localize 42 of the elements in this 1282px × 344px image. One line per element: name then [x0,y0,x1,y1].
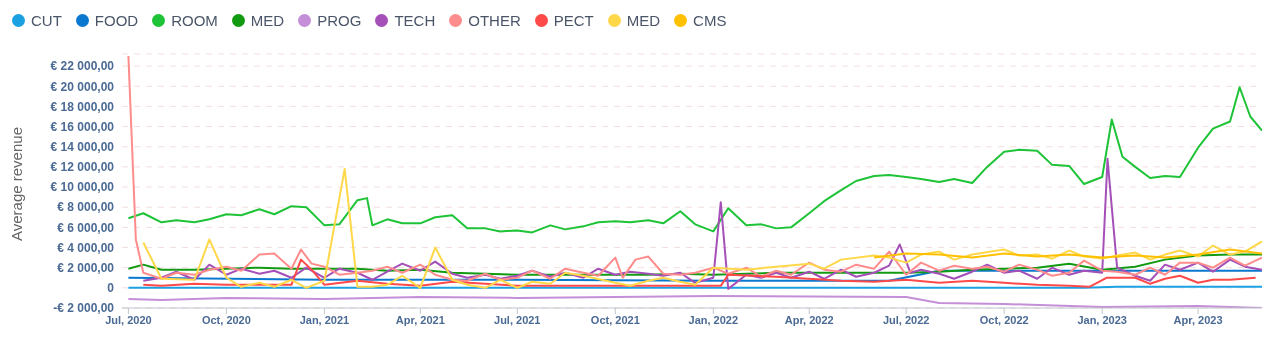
y-tick-label: € 18 000,00 [50,99,115,114]
x-tick-label: Jan, 2021 [299,313,350,326]
y-tick-label: € 10 000,00 [50,180,115,195]
legend-label: MED [626,12,661,29]
line-series [873,248,1262,259]
line-series [127,55,1262,282]
legend-label: FOOD [94,12,139,29]
line-series [127,269,1262,282]
y-tick-label: 0 [107,281,115,296]
y-tick-label: € 16 000,00 [50,119,115,134]
x-tick-label: Jul, 2021 [494,313,541,326]
legend-label: TECH [394,12,436,29]
legend-label: MED [250,12,285,29]
y-tick-label: € 6 000,00 [57,220,115,235]
x-tick-label: Jan, 2023 [1077,313,1127,326]
legend-label: ROOM [171,12,218,29]
x-tick-label: Oct, 2021 [590,313,640,326]
y-tick-label: € 22 000,00 [50,59,115,74]
x-tick-label: Apr, 2023 [1173,313,1223,326]
x-tick-label: Oct, 2020 [201,313,251,326]
x-tick-label: Apr, 2022 [784,313,834,326]
x-tick-label: Oct, 2022 [979,313,1029,326]
y-tick-label: € 2 000,00 [57,260,115,275]
x-tick-label: Jan, 2022 [688,313,739,326]
x-tick-label: Jul, 2020 [105,313,152,326]
y-tick-label: € 8 000,00 [57,200,115,215]
x-tick-label: Apr, 2021 [395,313,445,326]
y-axis-title: Average revenue [8,127,26,241]
line-series [142,258,1257,288]
y-tick-label: -€ 2 000,00 [53,301,115,316]
x-tick-label: Jul, 2022 [882,313,930,326]
legend-label: CMS [693,12,727,29]
legend-label: OTHER [468,12,521,29]
line-series [127,86,1262,234]
y-tick-label: € 12 000,00 [50,160,115,175]
legend-label: CUT [31,12,62,29]
line-series [127,253,1262,276]
y-tick-label: € 14 000,00 [50,139,115,154]
y-tick-label: € 20 000,00 [50,79,115,94]
legend-label: PECT [553,12,594,29]
y-tick-label: € 4 000,00 [57,240,115,255]
legend-label: PROG [317,12,362,29]
